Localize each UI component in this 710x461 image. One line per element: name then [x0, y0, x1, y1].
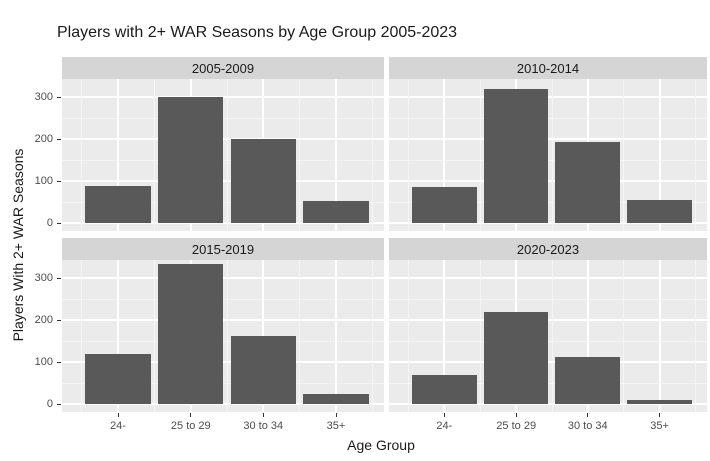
gridline-minor-v [153, 260, 155, 412]
x-tick-label: 35+ [326, 420, 346, 432]
gridline-minor-h [389, 298, 707, 300]
x-tick-label: 24- [436, 420, 453, 432]
y-tick-label: 300 [34, 91, 53, 103]
y-tick-label: 100 [34, 356, 53, 368]
gridline-minor-v [695, 79, 697, 231]
y-tick-label: 0 [46, 398, 53, 410]
bar-35+ [627, 199, 692, 223]
bar-35+ [627, 399, 692, 404]
facet-strip: 2020-2023 [389, 238, 707, 260]
bar-24- [412, 375, 477, 404]
gridline-major-h [389, 403, 707, 405]
gridline-minor-v [299, 260, 301, 412]
y-tick-label: 300 [34, 272, 53, 284]
y-tick-label: 200 [34, 133, 53, 145]
x-tick-label: 25 to 29 [170, 420, 211, 432]
x-tick-label: 24- [110, 420, 126, 432]
y-tick-label: 0 [46, 217, 53, 229]
facet-strip: 2015-2019 [62, 238, 384, 260]
facet-strip: 2005-2009 [62, 57, 384, 79]
y-axis-tick [57, 361, 61, 363]
y-axis-tick [57, 277, 61, 279]
gridline-major-v [443, 260, 446, 412]
bar-24- [412, 187, 477, 223]
bar-30-to-34 [555, 356, 621, 404]
gridline-minor-v [623, 79, 625, 231]
gridline-minor-v [299, 79, 301, 231]
gridline-minor-v [407, 260, 409, 412]
x-axis-tick [515, 413, 517, 417]
gridline-major-v [117, 260, 120, 412]
x-axis-title: Age Group [347, 437, 415, 453]
y-axis-tick [57, 403, 61, 405]
gridline-major-v [586, 260, 589, 412]
gridline-minor-v [479, 79, 481, 231]
x-tick-label: 35+ [650, 420, 669, 432]
gridline-major-h [389, 277, 707, 279]
x-axis-tick [262, 413, 264, 417]
bar-25-to-29 [483, 88, 549, 223]
gridline-minor-v [226, 260, 228, 412]
y-axis-tick [57, 180, 61, 182]
gridline-major-v [335, 260, 338, 412]
y-axis-tick [57, 96, 61, 98]
gridline-major-v [117, 79, 120, 231]
bar-25-to-29 [158, 97, 224, 223]
gridline-minor-v [226, 79, 228, 231]
gridline-minor-v [371, 260, 373, 412]
gridline-major-v [335, 79, 338, 231]
gridline-minor-v [81, 79, 83, 231]
gridline-minor-v [623, 260, 625, 412]
bar-30-to-34 [230, 335, 296, 404]
bar-25-to-29 [158, 264, 224, 404]
bar-30-to-34 [230, 139, 296, 223]
x-axis-tick [335, 413, 337, 417]
facet-strip: 2010-2014 [389, 57, 707, 79]
gridline-minor-v [407, 79, 409, 231]
gridline-major-h [62, 403, 384, 405]
x-tick-label: 30 to 34 [243, 420, 284, 432]
gridline-major-v [443, 79, 446, 231]
x-axis-tick [587, 413, 589, 417]
bar-25-to-29 [483, 311, 549, 404]
x-tick-label: 30 to 34 [567, 420, 608, 432]
gridline-major-v [658, 79, 661, 231]
y-axis-tick [57, 222, 61, 224]
bar-24- [85, 186, 151, 223]
gridline-minor-v [479, 260, 481, 412]
y-tick-label: 200 [34, 314, 53, 326]
gridline-minor-v [551, 79, 553, 231]
gridline-minor-v [551, 260, 553, 412]
x-axis-tick [659, 413, 661, 417]
x-tick-label: 25 to 29 [496, 420, 537, 432]
chart-title: Players with 2+ WAR Seasons by Age Group… [57, 24, 458, 41]
gridline-minor-v [153, 79, 155, 231]
bar-30-to-34 [555, 142, 621, 223]
y-tick-label: 100 [34, 175, 53, 187]
x-axis-tick [190, 413, 192, 417]
bar-24- [85, 354, 151, 404]
bar-35+ [303, 201, 369, 223]
bar-35+ [303, 393, 369, 404]
gridline-major-v [658, 260, 661, 412]
gridline-minor-v [81, 260, 83, 412]
gridline-major-h [62, 222, 384, 224]
gridline-minor-v [695, 260, 697, 412]
x-axis-tick [443, 413, 445, 417]
y-axis-tick [57, 319, 61, 321]
gridline-major-h [389, 222, 707, 224]
y-axis-tick [57, 138, 61, 140]
gridline-minor-v [371, 79, 373, 231]
x-axis-tick [117, 413, 119, 417]
